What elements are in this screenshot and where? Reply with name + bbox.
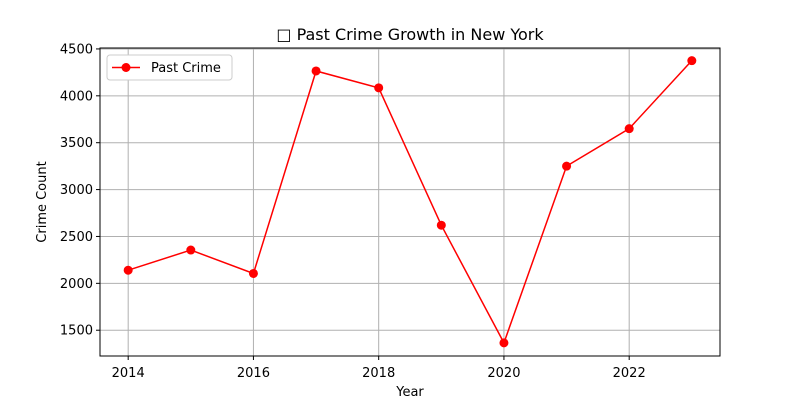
data-point — [562, 161, 572, 171]
data-point — [311, 66, 321, 76]
plot-area-frame — [99, 47, 721, 357]
y-tick-label: 2500 — [60, 230, 93, 245]
data-point — [248, 268, 258, 278]
data-point — [374, 83, 384, 93]
legend-box — [106, 54, 233, 81]
y-tick-label: 4000 — [60, 89, 93, 104]
legend: Past Crime — [106, 54, 233, 81]
x-axis-label: Year — [395, 385, 424, 400]
grid — [100, 48, 720, 356]
y-tick-label: 2000 — [60, 277, 93, 292]
chart-title: □ Past Crime Growth in New York — [276, 25, 544, 44]
y-axis-label: Crime Count — [35, 161, 50, 242]
x-tick-label: 2014 — [112, 366, 145, 381]
x-axis-ticks: 2014 2016 2018 2020 2022 — [112, 356, 646, 381]
series-line-past-crime — [127, 60, 693, 345]
data-point — [123, 265, 133, 275]
series-layer — [123, 56, 697, 348]
y-tick-label: 1500 — [60, 324, 93, 339]
x-tick-label: 2022 — [613, 366, 646, 381]
data-point — [687, 56, 697, 66]
y-tick-label: 4500 — [60, 42, 93, 57]
data-point — [624, 124, 634, 134]
y-tick-label: 3500 — [60, 136, 93, 151]
data-point — [186, 245, 196, 255]
x-tick-label: 2018 — [362, 366, 395, 381]
x-tick-label: 2020 — [487, 366, 520, 381]
y-axis-ticks: 1500 2000 2500 3000 3500 4000 4500 — [60, 42, 100, 339]
y-tick-label: 3000 — [60, 183, 93, 198]
data-point — [436, 220, 446, 230]
legend-label-past-crime: Past Crime — [151, 61, 221, 76]
data-point — [499, 338, 509, 348]
x-tick-label: 2016 — [237, 366, 270, 381]
legend-marker — [121, 63, 131, 72]
